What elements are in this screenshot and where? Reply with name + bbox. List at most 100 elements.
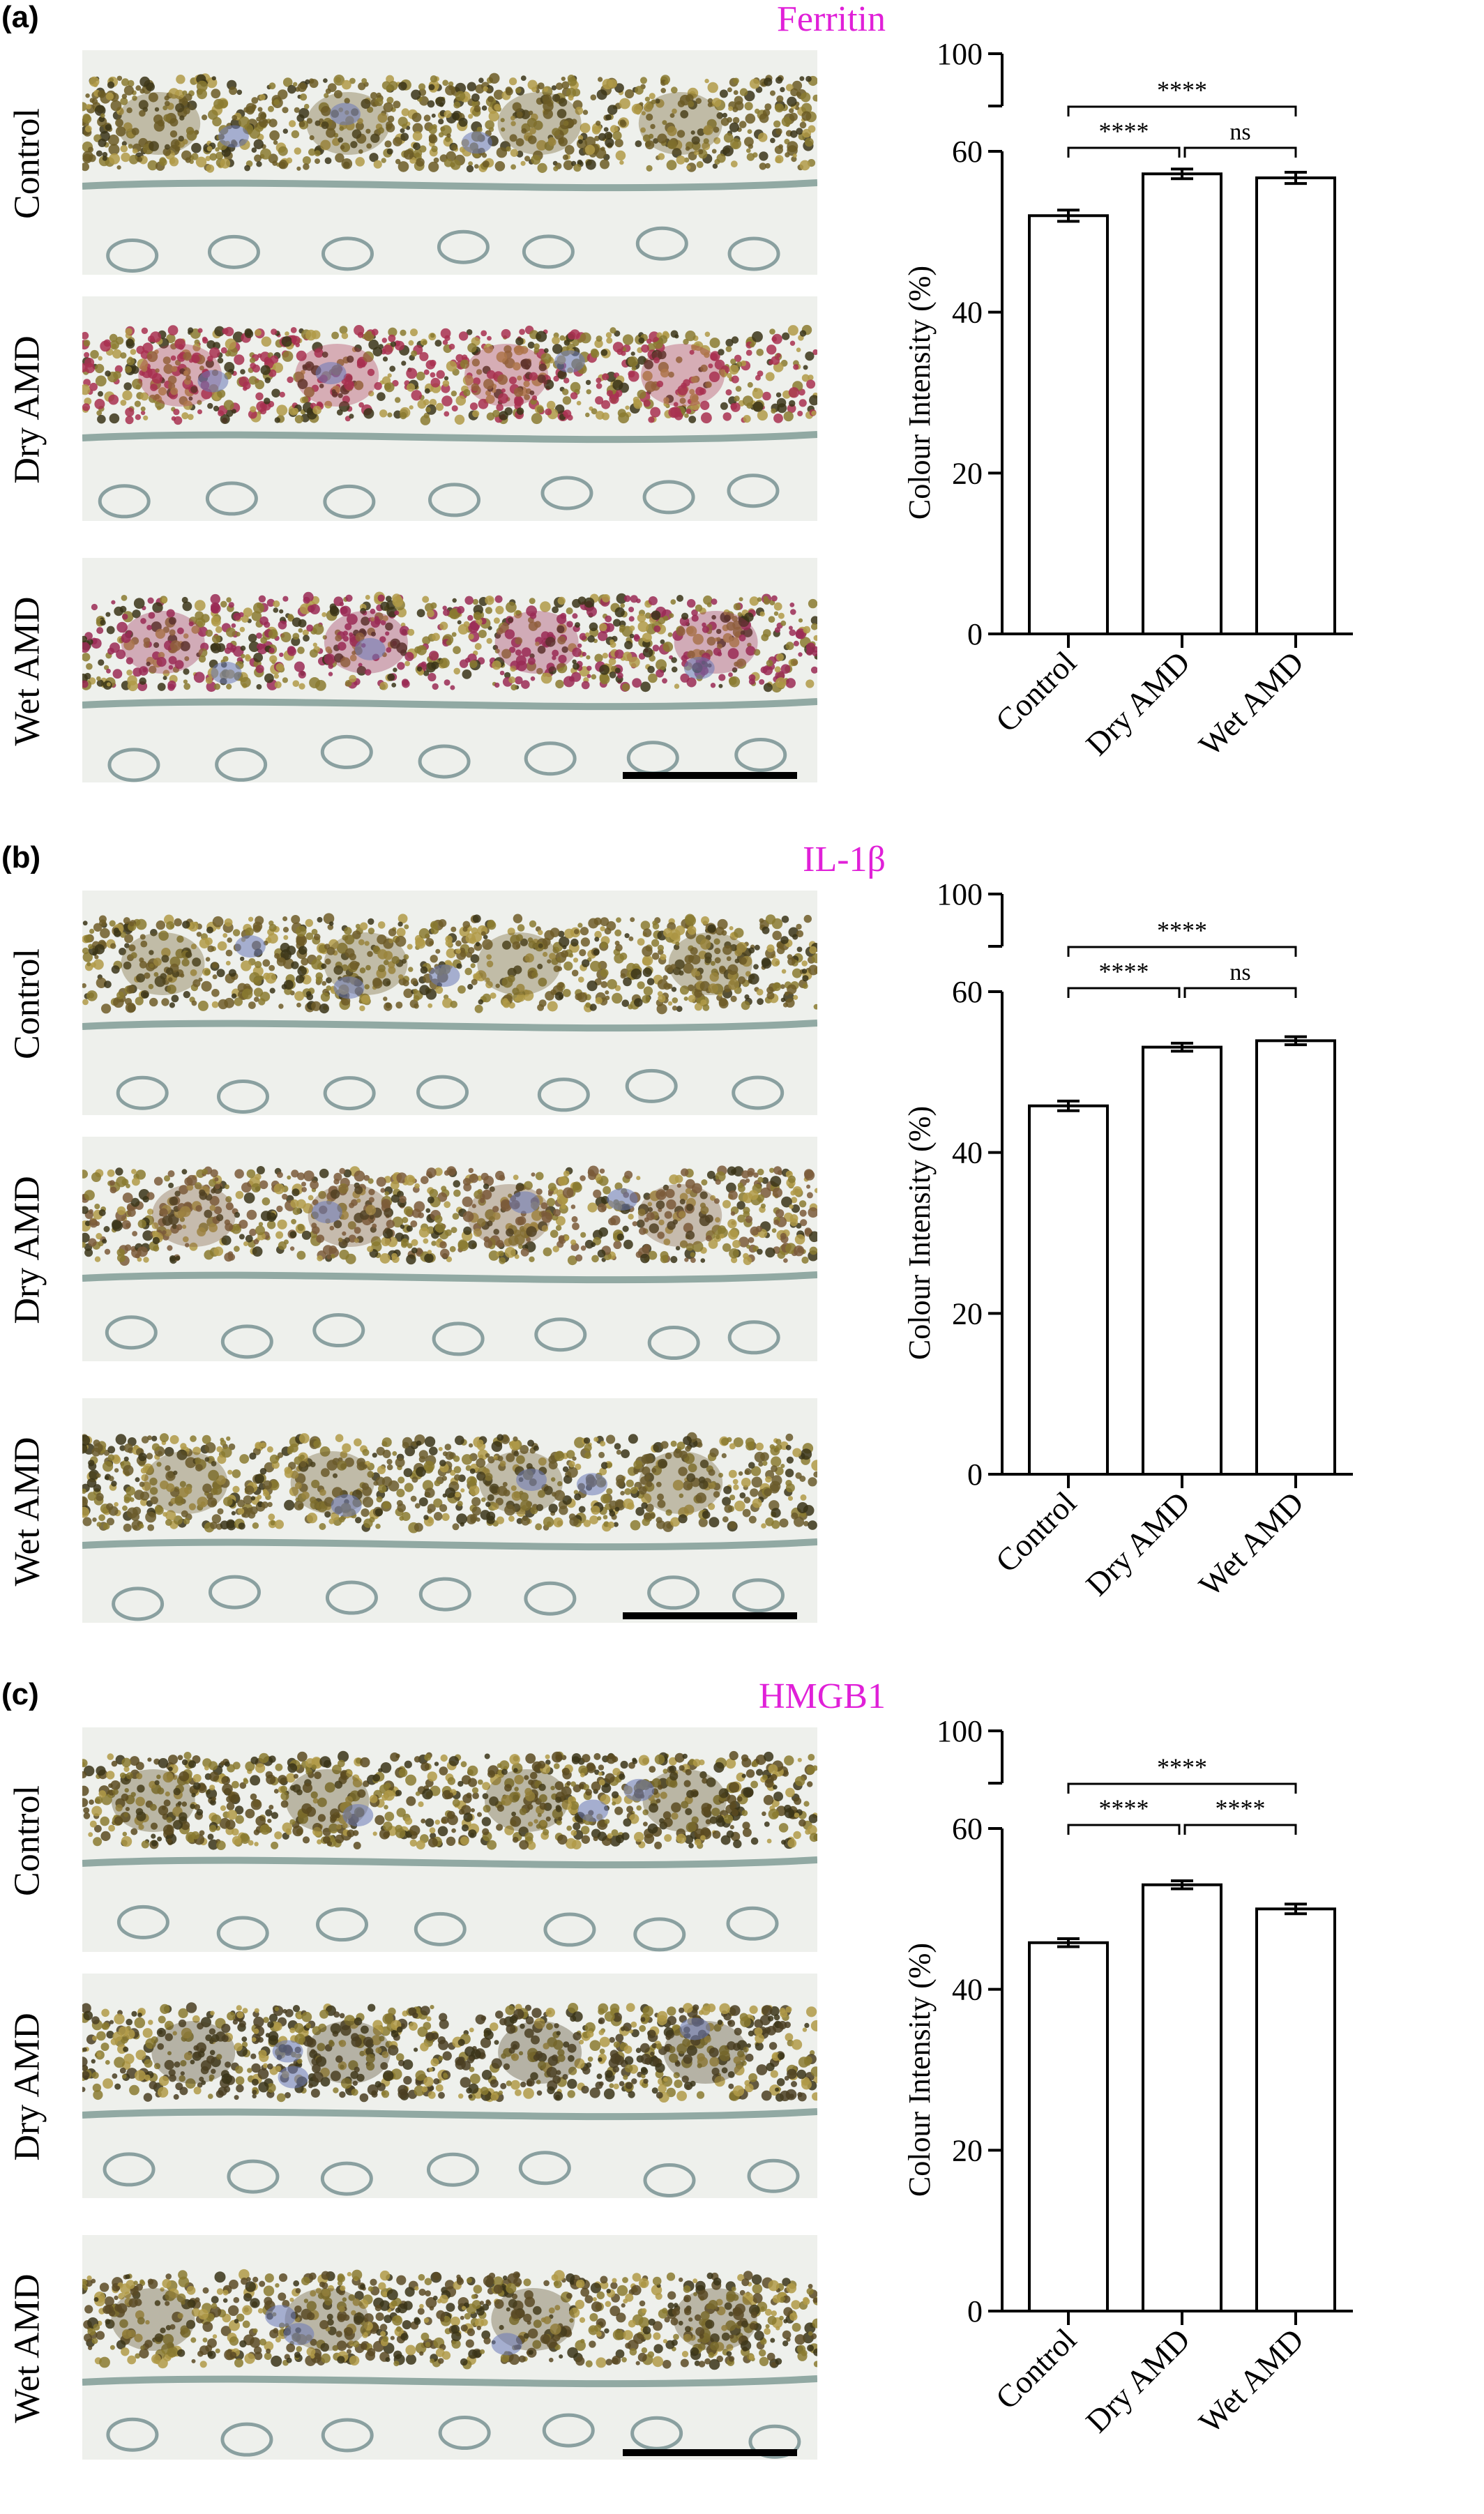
granule	[729, 1470, 737, 1478]
granule	[197, 932, 202, 937]
granule	[558, 1176, 567, 1186]
granule	[600, 674, 610, 685]
granule	[121, 145, 128, 153]
granule	[616, 917, 621, 923]
granule	[314, 934, 321, 941]
granule	[727, 87, 732, 92]
granule	[439, 1241, 447, 1249]
granule	[587, 980, 598, 991]
granule	[572, 1457, 576, 1461]
granule	[586, 656, 590, 660]
granule	[573, 164, 581, 172]
granule	[686, 165, 690, 169]
granule	[342, 158, 353, 169]
granule	[487, 638, 492, 644]
granule	[135, 997, 144, 1005]
granule	[531, 413, 543, 424]
granule	[738, 1183, 743, 1188]
granule	[600, 981, 607, 988]
granule	[748, 974, 759, 985]
granule	[197, 81, 208, 92]
granule	[226, 684, 232, 690]
granule	[808, 599, 817, 608]
granule	[305, 919, 313, 927]
granule	[404, 661, 410, 667]
granule	[212, 117, 222, 127]
granule	[253, 922, 263, 932]
granule	[439, 622, 448, 630]
granule	[296, 937, 305, 946]
granule	[772, 918, 782, 929]
granule	[630, 917, 635, 922]
granule	[455, 940, 462, 946]
granule	[381, 158, 386, 162]
granule	[606, 338, 612, 344]
granule	[570, 939, 578, 946]
granule	[559, 335, 565, 341]
granule	[225, 338, 236, 349]
granule	[233, 929, 240, 936]
bar	[1143, 174, 1221, 634]
granule	[462, 669, 472, 679]
granule	[326, 985, 332, 991]
granule	[206, 677, 213, 684]
granule	[615, 607, 625, 617]
granule	[279, 609, 283, 614]
granule	[109, 153, 120, 165]
granule	[773, 1220, 779, 1225]
granule	[121, 153, 130, 162]
granule	[260, 992, 270, 1001]
granule	[800, 330, 806, 336]
granule	[648, 416, 654, 423]
granule	[131, 1169, 137, 1174]
granule	[441, 328, 451, 339]
granule	[630, 1520, 641, 1531]
granule	[635, 86, 644, 95]
granule	[636, 1176, 640, 1180]
granule	[704, 79, 709, 83]
granule	[264, 621, 270, 628]
granule	[86, 962, 91, 966]
granule	[727, 1167, 736, 1176]
granule	[775, 666, 781, 672]
granule	[213, 974, 218, 979]
granule	[240, 957, 244, 961]
granule	[82, 154, 92, 164]
granule	[786, 1434, 794, 1441]
granule	[202, 1169, 208, 1175]
granule	[379, 682, 388, 690]
granule	[105, 124, 112, 130]
granule	[637, 938, 645, 946]
granule	[580, 123, 591, 133]
granule	[278, 1004, 283, 1008]
granule	[383, 997, 387, 1001]
granule	[614, 1443, 621, 1450]
granule	[250, 363, 256, 369]
granule	[748, 129, 752, 134]
granule	[393, 100, 400, 108]
granule	[248, 917, 253, 922]
granule	[287, 1176, 291, 1180]
granule	[773, 1188, 782, 1197]
granule	[610, 1216, 620, 1225]
granule	[360, 923, 368, 930]
granule	[596, 335, 603, 342]
granule	[427, 1508, 432, 1513]
granule	[556, 1225, 561, 1231]
granule	[173, 409, 179, 415]
granule	[450, 927, 456, 932]
granule	[757, 370, 764, 377]
granule	[411, 390, 422, 400]
granule	[248, 634, 257, 642]
granule	[84, 934, 92, 943]
granule	[434, 158, 439, 163]
granule	[623, 1240, 633, 1250]
granule	[701, 1179, 707, 1186]
cell-body	[121, 932, 204, 995]
granule	[99, 1209, 106, 1216]
granule	[600, 969, 609, 977]
granule	[432, 683, 439, 690]
granule	[668, 1001, 672, 1006]
granule	[89, 929, 94, 934]
granule	[743, 1253, 749, 1259]
